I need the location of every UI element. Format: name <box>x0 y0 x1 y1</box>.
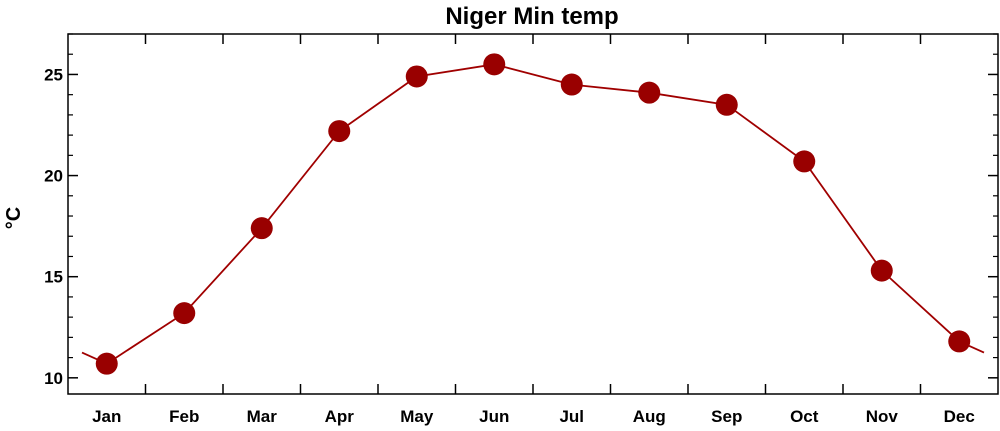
data-point <box>870 259 893 282</box>
data-point <box>405 65 428 88</box>
y-tick-label: 20 <box>44 167 63 186</box>
x-tick-label: Mar <box>247 407 278 426</box>
data-point <box>173 302 196 325</box>
chart-title: Niger Min temp <box>445 3 618 30</box>
axis-ticks <box>68 33 998 394</box>
x-tick-label: May <box>400 407 434 426</box>
x-tick-label: Oct <box>790 407 819 426</box>
x-tick-label: Jul <box>559 407 584 426</box>
y-tick-label: 15 <box>44 268 63 287</box>
x-tick-label: Apr <box>325 407 355 426</box>
series-min-temp <box>81 53 985 375</box>
x-tick-label: Feb <box>169 407 199 426</box>
y-tick-labels: 10 15 20 25 <box>44 65 63 387</box>
data-point <box>328 120 351 143</box>
data-point <box>483 53 506 76</box>
data-point <box>948 330 971 353</box>
y-axis-label: °C <box>3 207 25 229</box>
data-point <box>560 73 583 96</box>
y-tick-label: 25 <box>44 65 63 84</box>
data-point <box>715 93 738 116</box>
data-point <box>793 150 816 173</box>
y-tick-label: 10 <box>44 369 63 388</box>
x-tick-label: Nov <box>866 407 899 426</box>
x-tick-labels: Jan Feb Mar Apr May Jun Jul Aug Sep Oct Nov Dec <box>92 407 975 426</box>
x-tick-label: Aug <box>633 407 666 426</box>
plot-frame <box>67 33 999 395</box>
series-line <box>106 63 960 365</box>
data-point <box>95 352 118 375</box>
x-tick-label: Jan <box>92 407 121 426</box>
x-tick-label: Dec <box>944 407 975 426</box>
data-point <box>250 217 273 240</box>
x-tick-label: Jun <box>479 407 509 426</box>
data-point <box>638 81 661 104</box>
x-tick-label: Sep <box>711 407 742 426</box>
